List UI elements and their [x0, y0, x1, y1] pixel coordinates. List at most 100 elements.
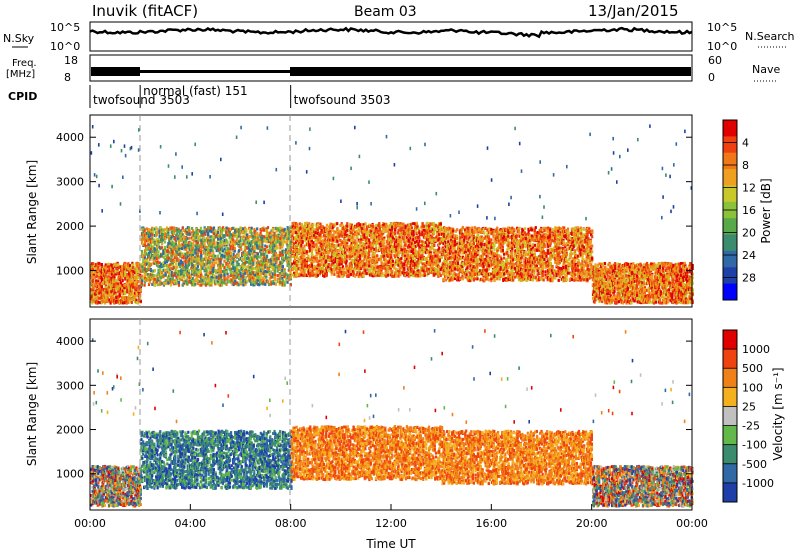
echo-cell [194, 244, 197, 248]
echo-cell [232, 266, 235, 270]
echo-cell [236, 260, 239, 264]
echo-cell [325, 259, 328, 263]
echo-cell [139, 209, 141, 213]
echo-cell [165, 226, 169, 230]
echo-cell [191, 264, 194, 268]
echo-cell [334, 238, 337, 242]
echo-cell [281, 265, 284, 269]
echo-cell [167, 164, 170, 168]
echo-cell [174, 265, 177, 269]
echo-cell [162, 283, 165, 287]
echo-cell [304, 225, 307, 229]
echo-cell [279, 253, 282, 257]
echo-cell [232, 283, 235, 287]
echo-cell [222, 235, 225, 239]
echo-cell [134, 271, 137, 274]
echo-cell [313, 256, 316, 260]
echo-cell [174, 242, 177, 246]
echo-cell [101, 209, 103, 213]
echo-cell [244, 261, 247, 265]
echo-cell [245, 275, 248, 279]
echo-cell [229, 258, 232, 262]
echo-cell [134, 300, 137, 304]
echo-cell [194, 236, 197, 240]
echo-cell [110, 290, 113, 294]
echo-cell [164, 258, 167, 262]
echo-cell [167, 234, 170, 238]
echo-cell [298, 226, 301, 230]
echo-cell [100, 298, 103, 302]
echo-cell [215, 245, 218, 249]
echo-cell [129, 146, 132, 151]
echo-cell [300, 273, 303, 277]
echo-cell [121, 283, 124, 287]
echo-cell [235, 271, 238, 275]
echo-cell [144, 241, 147, 245]
echo-cell [242, 250, 245, 254]
echo-cell [121, 277, 124, 280]
echo-cell [121, 274, 124, 278]
echo-cell [188, 271, 191, 275]
echo-cell [185, 281, 188, 285]
echo-cell [197, 258, 200, 262]
echo-cell [219, 235, 222, 239]
echo-cell [92, 286, 95, 290]
echo-cell [325, 255, 328, 259]
echo-cell [297, 267, 300, 271]
echo-cell [164, 273, 167, 277]
echo-cell [314, 231, 317, 235]
echo-cell [289, 226, 292, 230]
echo-cell [186, 243, 189, 247]
echo-cell [238, 249, 241, 253]
echo-cell [180, 245, 183, 249]
echo-cell [244, 271, 247, 275]
echo-cell [239, 239, 242, 243]
echo-cell [298, 239, 301, 243]
echo-cell [150, 240, 153, 244]
echo-cell [132, 263, 135, 267]
echo-cell [165, 260, 169, 264]
echo-cell [273, 263, 276, 267]
echo-cell [102, 278, 105, 281]
echo-cell [313, 259, 316, 263]
echo-cell [158, 239, 161, 243]
echo-cell [145, 259, 148, 263]
echo-cell [135, 271, 138, 275]
echo-cell [108, 267, 111, 271]
echo-cell [190, 257, 193, 261]
echo-cell [183, 276, 186, 280]
echo-cell [212, 274, 216, 278]
echo-cell [246, 251, 249, 255]
echo-cell [110, 270, 113, 274]
echo-cell [334, 245, 337, 249]
echo-cell [325, 223, 328, 227]
echo-cell [145, 234, 148, 238]
echo-cell [121, 271, 124, 275]
echo-cell [172, 231, 176, 235]
echo-cell [164, 264, 167, 268]
echo-cell [161, 270, 164, 274]
echo-cell [112, 296, 115, 300]
echo-cell [286, 274, 289, 278]
echo-cell [161, 233, 164, 236]
echo-cell [289, 273, 292, 277]
echo-cell [157, 245, 160, 249]
echo-cell [283, 272, 286, 276]
echo-cell [272, 260, 275, 264]
echo-cell [329, 258, 332, 262]
echo-cell [150, 229, 153, 233]
echo-cell [338, 261, 341, 265]
echo-cell [223, 242, 226, 246]
echo-cell [272, 236, 275, 240]
echo-cell [177, 274, 181, 278]
echo-cell [177, 229, 181, 233]
echo-cell [185, 266, 188, 270]
echo-cell [161, 281, 164, 285]
echo-cell [171, 233, 174, 237]
echo-cell [188, 279, 191, 283]
echo-cell [300, 236, 303, 240]
echo-cell [248, 247, 251, 251]
echo-cell [325, 234, 328, 238]
echo-cell [114, 272, 117, 276]
